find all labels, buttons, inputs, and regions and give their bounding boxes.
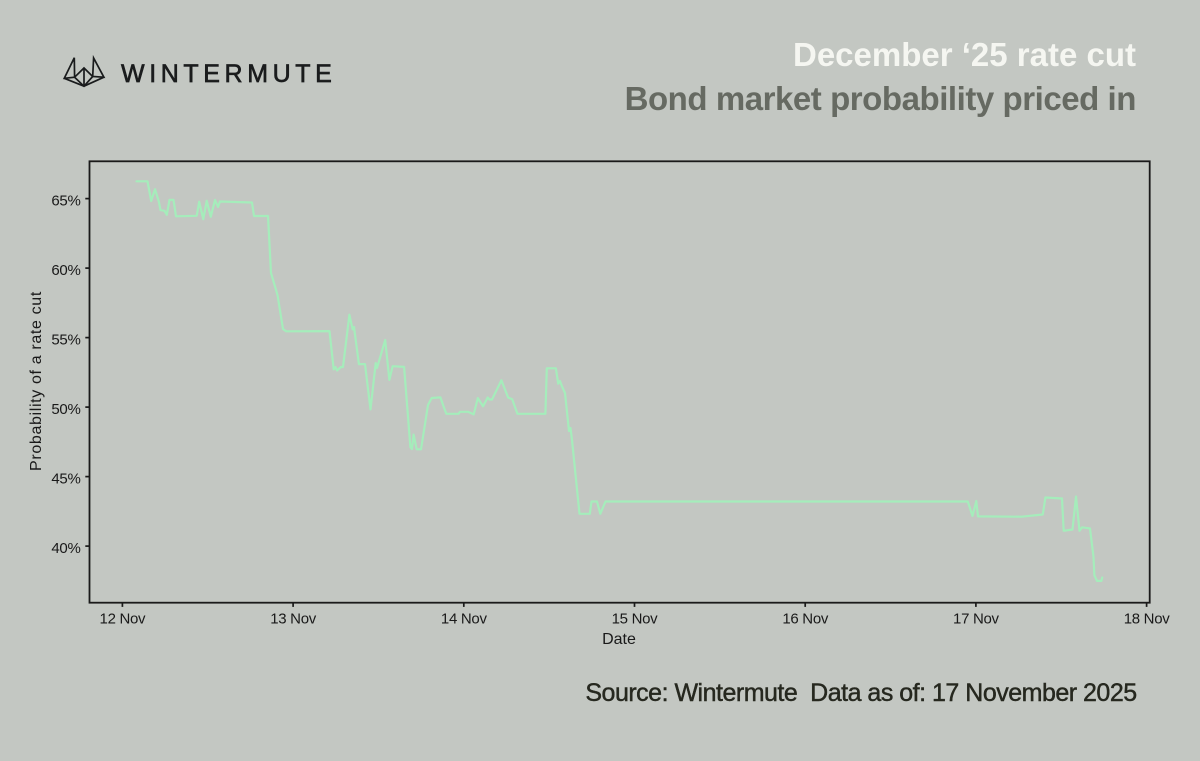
svg-text:18 Nov: 18 Nov	[1124, 611, 1171, 628]
svg-text:Source: Wintermute Data as of: Source: Wintermute Data as of: 17 Novemb…	[585, 679, 1136, 707]
svg-text:15 Nov: 15 Nov	[612, 611, 659, 628]
svg-text:12 Nov: 12 Nov	[100, 611, 147, 628]
svg-text:Date: Date	[602, 631, 636, 648]
svg-text:Probability of a rate cut: Probability of a rate cut	[28, 291, 45, 471]
svg-text:65%: 65%	[51, 192, 80, 209]
svg-text:WINTERMUTE: WINTERMUTE	[121, 60, 336, 88]
svg-text:40%: 40%	[51, 540, 80, 557]
svg-text:16 Nov: 16 Nov	[782, 611, 829, 628]
svg-text:Bond market probability priced: Bond market probability priced in	[625, 80, 1136, 117]
svg-text:55%: 55%	[51, 331, 80, 348]
svg-text:14 Nov: 14 Nov	[441, 611, 488, 628]
svg-text:45%: 45%	[51, 470, 80, 487]
svg-text:December ‘25 rate cut: December ‘25 rate cut	[793, 36, 1136, 73]
svg-text:50%: 50%	[51, 401, 80, 418]
svg-text:17 Nov: 17 Nov	[953, 611, 1000, 628]
svg-text:60%: 60%	[51, 262, 80, 279]
svg-text:13 Nov: 13 Nov	[270, 611, 317, 628]
